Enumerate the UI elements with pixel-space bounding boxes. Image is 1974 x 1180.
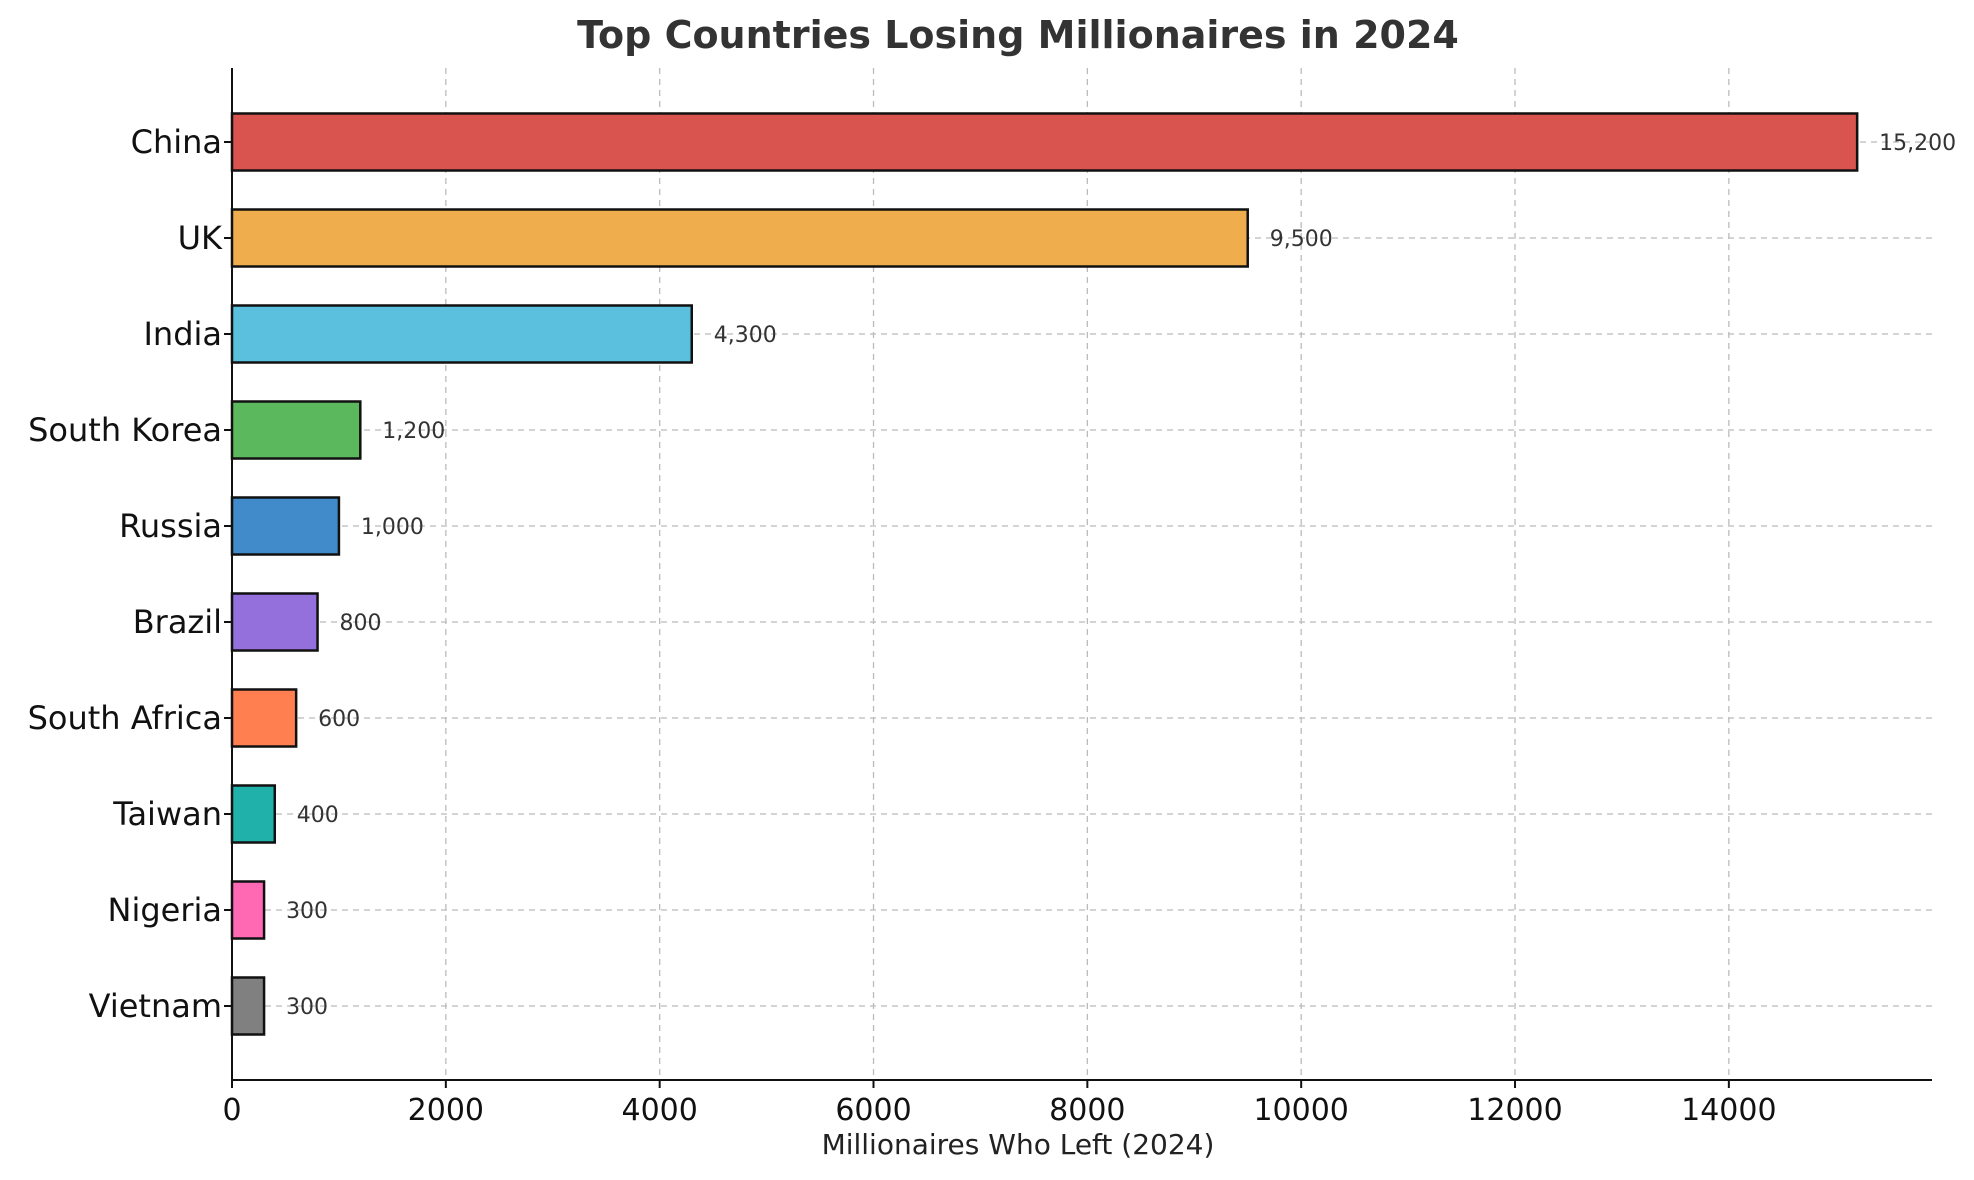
value-label: 1,200 <box>382 419 445 444</box>
category-label: South Africa <box>28 699 222 737</box>
x-tick-label: 0 <box>222 1093 241 1128</box>
bars <box>230 112 1859 1036</box>
bar-brazil <box>230 592 319 652</box>
value-label: 9,500 <box>1270 227 1333 252</box>
category-label: UK <box>178 219 223 257</box>
value-label: 1,000 <box>361 515 424 540</box>
x-tick-label: 14000 <box>1681 1093 1776 1128</box>
x-tick-labels: 0 2000 4000 6000 8000 10000 12000 14000 <box>222 1080 1777 1128</box>
axes <box>231 68 1932 1081</box>
value-label: 4,300 <box>714 323 777 348</box>
x-tick-label: 2000 <box>408 1093 484 1128</box>
value-label: 300 <box>286 899 328 924</box>
value-label: 15,200 <box>1879 131 1956 156</box>
x-tick-label: 12000 <box>1467 1093 1562 1128</box>
category-label: China <box>131 123 222 161</box>
value-label: 400 <box>297 803 339 828</box>
bar-vietnam <box>230 976 266 1036</box>
bar-china <box>230 112 1859 172</box>
category-label: Nigeria <box>108 891 222 929</box>
bar-india <box>230 304 693 364</box>
value-label: 800 <box>340 611 382 636</box>
bar-south-africa <box>230 688 298 748</box>
bar-uk <box>230 208 1249 268</box>
category-label: Vietnam <box>89 987 222 1025</box>
value-label: 300 <box>286 995 328 1020</box>
x-tick-label: 8000 <box>1049 1093 1125 1128</box>
bar-nigeria <box>230 880 266 940</box>
x-tick-label: 4000 <box>621 1093 697 1128</box>
bar-south-korea <box>230 400 362 460</box>
value-labels: 15,200 9,500 4,300 1,200 1,000 800 600 400 300 30… <box>286 131 1956 1020</box>
chart-title: Top Countries Losing Millionaires in 202… <box>577 13 1459 57</box>
category-label: South Korea <box>28 411 222 449</box>
y-category-labels: China UK India South Korea Russia Brazil South… <box>28 123 232 1025</box>
category-label: Taiwan <box>112 795 222 833</box>
x-axis-title: Millionaires Who Left (2024) <box>822 1128 1215 1161</box>
x-tick-label: 10000 <box>1253 1093 1348 1128</box>
category-label: India <box>143 315 222 353</box>
bar-taiwan <box>230 784 277 844</box>
bar-russia <box>230 496 341 556</box>
x-tick-label: 6000 <box>835 1093 911 1128</box>
category-label: Russia <box>119 507 222 545</box>
category-label: Brazil <box>133 603 222 641</box>
value-label: 600 <box>318 707 360 732</box>
